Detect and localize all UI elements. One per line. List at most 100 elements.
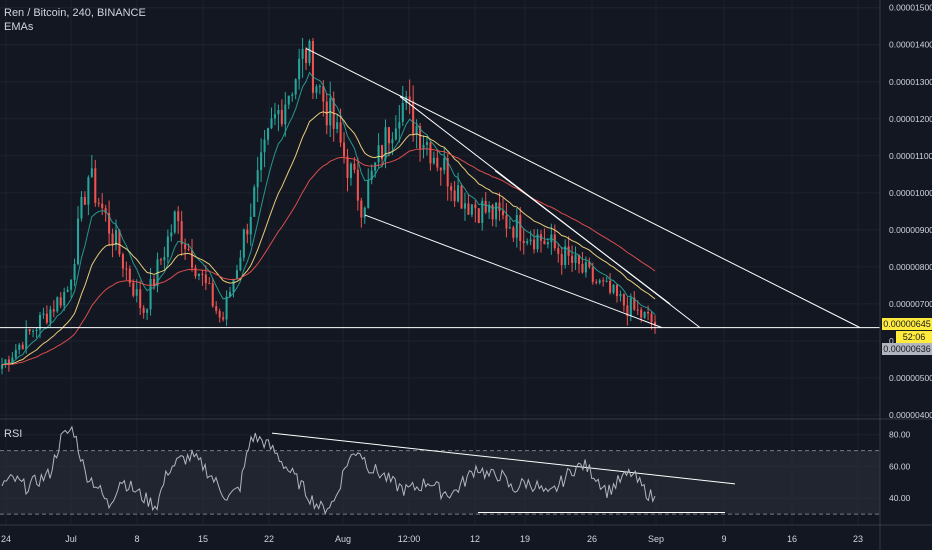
candle-body [598,280,601,283]
candle-body [526,241,529,244]
candle-body [277,110,280,115]
candle-body [429,142,432,164]
candle-body [291,94,294,96]
candle-body [229,292,232,297]
candle-body [481,200,484,224]
price-tick-label: 0.00000500 [889,373,932,383]
chart-legend: Ren / Bitcoin, 240, BINANCE EMAs [4,6,146,34]
candle-body [142,307,145,313]
candle-body [443,157,446,171]
candle-body [457,185,460,202]
candle-body [543,240,546,245]
candle-body [211,283,214,307]
rsi-axis[interactable]: 40.00 60.00 80.00 [889,430,911,503]
candle-body [38,314,42,330]
candle-body [56,297,59,312]
candle-body [7,359,10,364]
price-tick-label: 0.00000700 [889,299,932,309]
candle-body [263,139,266,153]
candle-body [294,79,297,95]
candle-body [650,313,653,322]
time-tick-label: Jul [65,534,77,544]
price-tick-label: 0.00000900 [889,225,932,235]
rsi-path [1,425,656,515]
rsi-line [1,425,656,515]
candle-body [197,273,200,277]
candle-body [602,280,605,282]
candle-body [260,152,263,171]
candle-body [553,234,556,249]
candle-body [488,205,491,213]
candle-body [208,283,211,285]
candle-body [571,255,574,263]
candle-body [522,240,525,244]
price-tick-label: 0.00001500 [889,3,932,13]
candle-body [322,86,325,102]
candle-body [564,246,567,266]
candle-body [519,215,522,241]
candle-body [574,254,577,263]
candle-body [370,170,373,180]
candle-body [467,203,470,215]
candle-body [170,232,173,237]
time-tick-label: 24 [1,534,11,544]
time-tick-label: 12:00 [398,534,421,544]
candle-body [581,263,584,273]
candle-body [108,212,111,234]
time-tick-label: 12 [470,534,480,544]
rsi-band-fill [0,450,880,515]
candle-body [83,196,86,205]
candle-body [577,254,581,264]
candle-body [180,221,183,245]
candle-body [377,145,380,163]
candle-body [619,294,622,297]
candle-body [384,127,387,160]
candle-body [63,291,66,306]
ema-slow [1,148,656,366]
candles [0,37,657,375]
candle-body [305,48,308,63]
candle-body [311,41,314,93]
candle-body [422,144,425,149]
candle-body [470,204,473,215]
time-tick-label: 16 [787,534,797,544]
candle-body [246,229,249,235]
candle-body [139,289,142,308]
candle-body [512,227,515,238]
rsi-tick-label: 60.00 [889,461,911,471]
candle-body [35,329,38,331]
candle-body [536,234,539,250]
price-tick-label: 0.00000800 [889,262,932,272]
candle-body [436,157,439,168]
candle-body [405,96,408,104]
rsi-label: RSI [4,428,23,440]
candle-body [49,309,52,323]
candle-body [484,200,487,213]
candle-body [222,317,225,320]
price-tick-label: 0.00001100 [889,151,932,161]
secondary-price-label: 0.00000636 [883,344,931,354]
candle-body [387,127,390,144]
candle-body [132,282,135,296]
symbol-title: Ren / Bitcoin, 240, BINANCE [4,7,146,19]
candle-body [87,177,90,205]
candle-body [612,284,615,293]
candle-body [273,114,276,119]
candle-body [101,203,104,209]
candle-body [595,281,598,283]
candle-body [11,357,14,364]
rsi-tick-label: 40.00 [889,493,911,503]
outer-trendline [305,47,861,329]
candle-body [239,257,242,271]
candle-body [256,170,259,188]
candle-body [235,270,238,279]
price-tick-label: 0.00001300 [889,77,932,87]
time-tick-label: 23 [853,534,863,544]
candle-body [474,204,477,209]
candle-body [615,284,619,297]
candle-body [356,169,359,201]
candle-body [398,121,401,129]
candle-body [104,208,107,213]
time-axis[interactable]: 24 Jul 8 15 22 Aug 12:00 12 19 26 Sep 9 16 23 [1,534,863,544]
